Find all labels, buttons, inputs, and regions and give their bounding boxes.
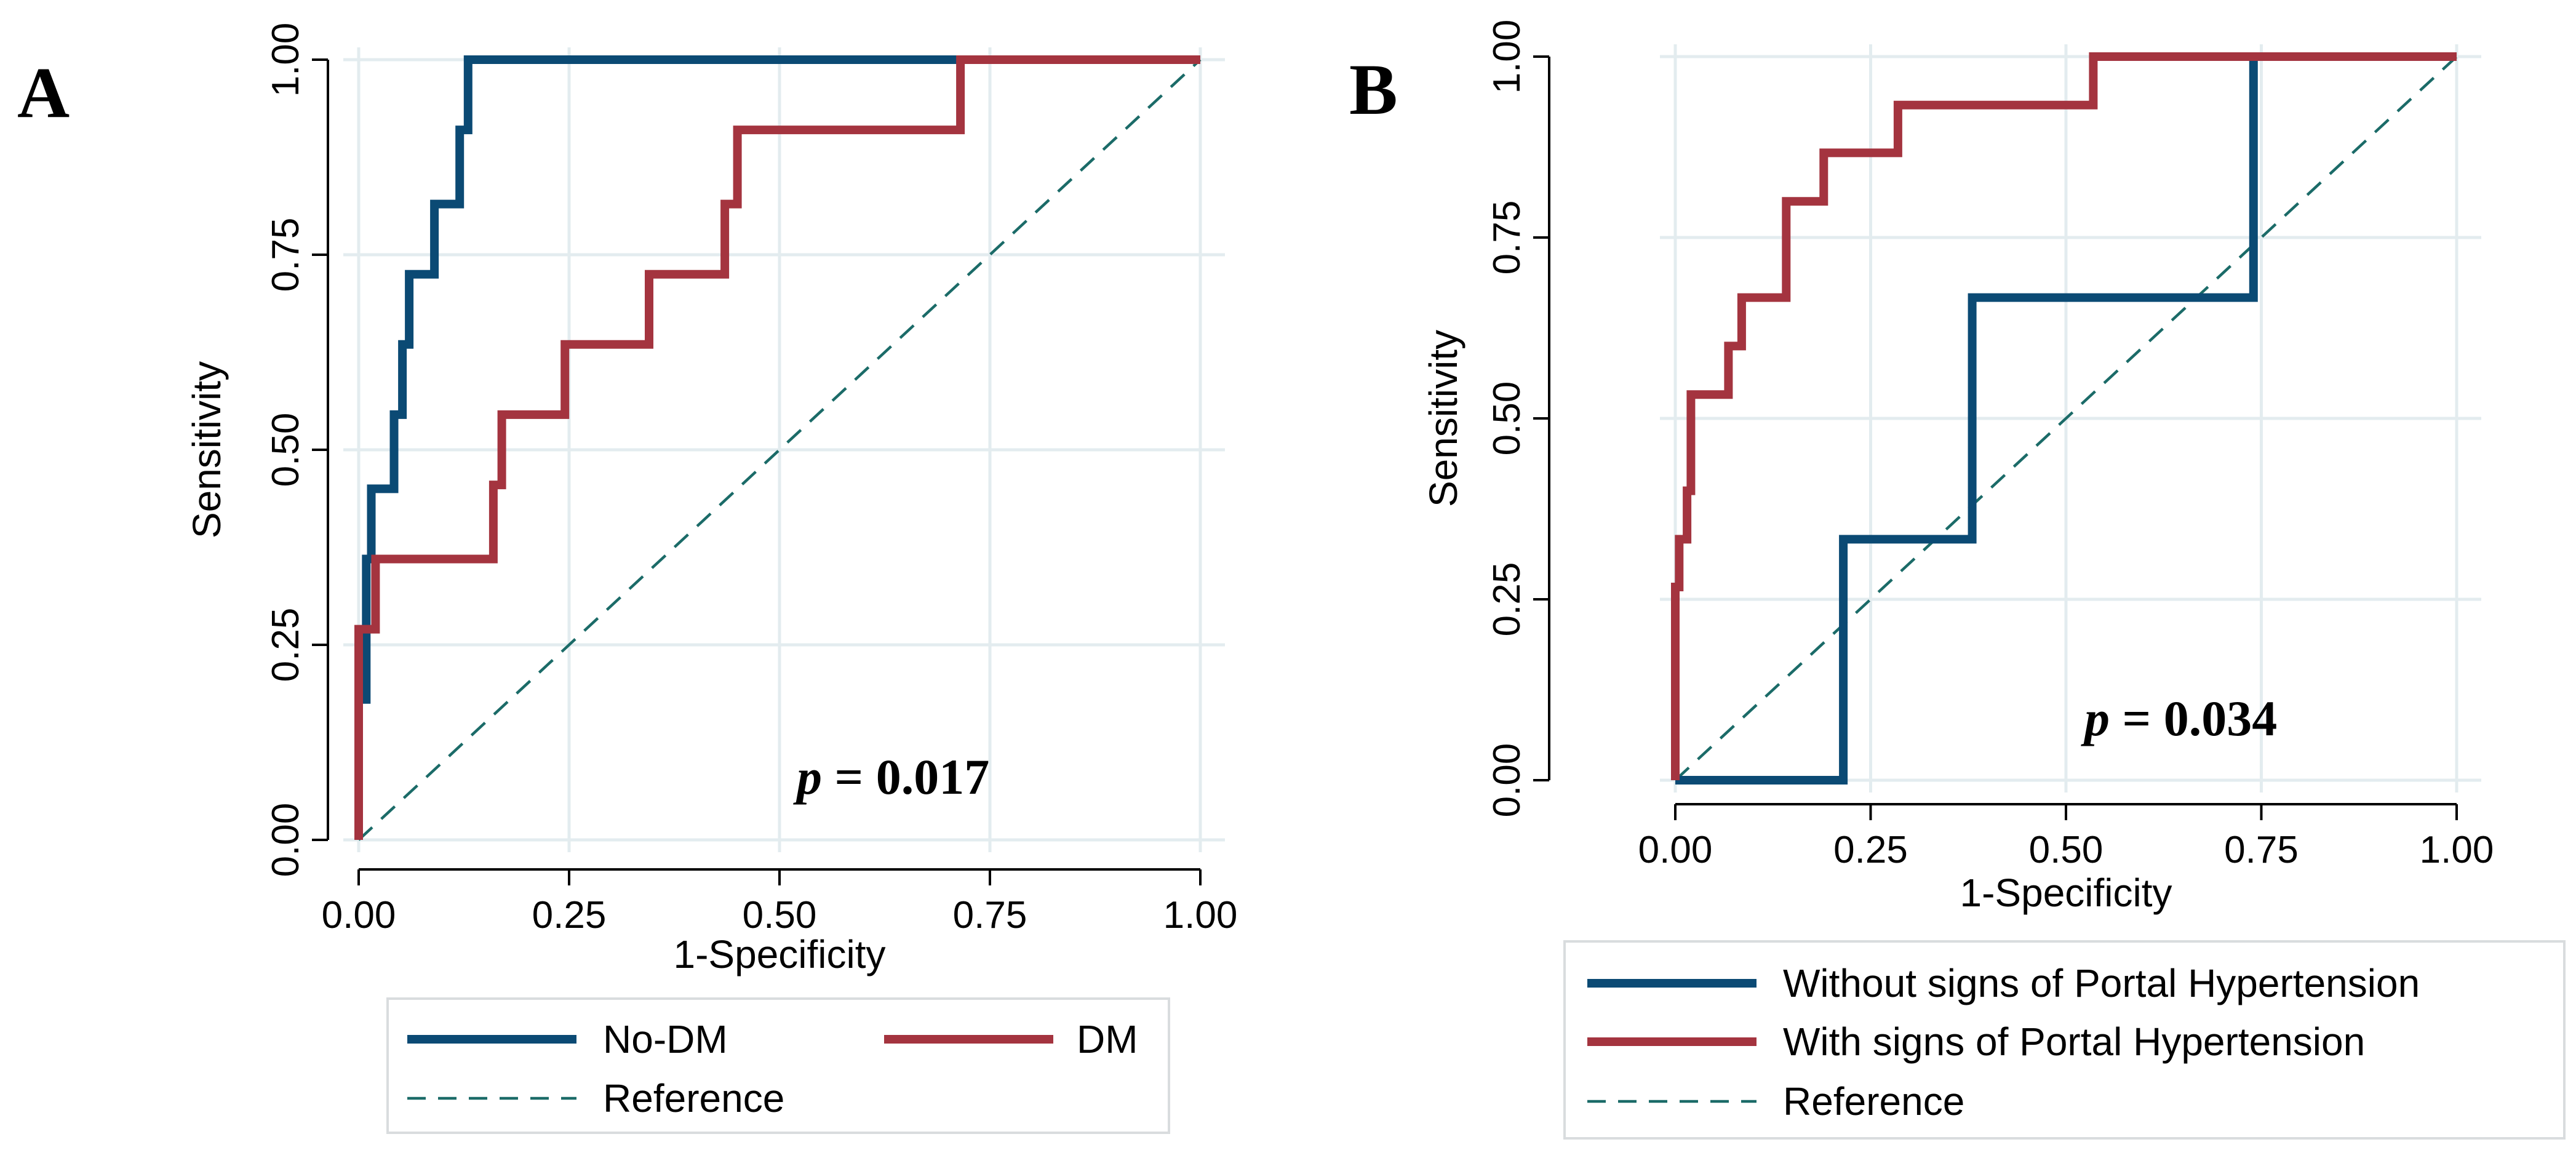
roc-curve-with-signs-of-portal-hypertension	[1671, 52, 2457, 780]
x-tick-label: 0.00	[322, 894, 396, 936]
x-tick-label: 0.75	[2224, 829, 2299, 871]
x-tick-label: 0.25	[1833, 829, 1908, 871]
legend-label: Without signs of Portal Hypertension	[1783, 961, 2420, 1005]
y-tick-label: 0.75	[265, 218, 307, 292]
panel-label: A	[17, 52, 70, 133]
y-tick-label: 0.25	[1486, 562, 1528, 637]
roc-curve-without-signs-of-portal-hypertension	[1675, 52, 2457, 785]
p-value-text: = 0.017	[822, 749, 989, 805]
roc-chart-panel-a: 0.00 0.25 0.50 0.75 1.00 0.00 0.25 0.50 0.75 1.00…	[17, 23, 1238, 1134]
roc-curve-no-dm	[354, 55, 1200, 840]
x-tick-label: 0.50	[2029, 829, 2103, 871]
legend-box	[386, 997, 1170, 1134]
reference-line	[1674, 55, 2458, 781]
legend-label: Reference	[1783, 1079, 1964, 1124]
y-axis-title: Sensitivity	[185, 361, 229, 538]
roc-curve-dm	[354, 55, 1200, 840]
p-value-text: = 0.034	[2110, 690, 2277, 746]
legend-label: No-DM	[603, 1017, 728, 1061]
y-tick-label: 0.50	[1486, 381, 1528, 456]
panel-label: B	[1349, 49, 1398, 130]
x-tick-label: 0.75	[953, 894, 1027, 936]
roc-chart-panel-b: 0.00 0.25 0.50 0.75 1.00 0.00 0.25 0.50 0.75 1.00…	[1349, 20, 2566, 1140]
y-tick-label: 0.00	[265, 803, 307, 877]
y-tick-label: 0.25	[265, 608, 307, 682]
p-value-annotation: p = 0.017	[793, 749, 989, 805]
x-axis-title: 1-Specificity	[674, 932, 886, 976]
y-tick-label: 1.00	[265, 23, 307, 97]
x-tick-label: 0.25	[532, 894, 607, 936]
reference-line	[357, 58, 1202, 841]
y-tick-label: 0.75	[1486, 201, 1528, 275]
p-value-symbol: p	[793, 749, 822, 805]
y-tick-label: 1.00	[1486, 20, 1528, 94]
p-value-annotation: p = 0.034	[2081, 690, 2277, 746]
x-tick-label: 1.00	[2420, 829, 2494, 871]
y-tick-label: 0.00	[1486, 743, 1528, 818]
y-axis-title: Sensitivity	[1421, 330, 1465, 507]
x-tick-label: 0.50	[743, 894, 817, 936]
y-tick-label: 0.50	[265, 413, 307, 487]
legend-label: With signs of Portal Hypertension	[1783, 1020, 2365, 1064]
x-axis-title: 1-Specificity	[1960, 871, 2172, 915]
legend-label: Reference	[603, 1076, 784, 1120]
x-tick-label: 1.00	[1163, 894, 1238, 936]
x-tick-label: 0.00	[1638, 829, 1713, 871]
p-value-symbol: p	[2081, 690, 2110, 746]
legend-label: DM	[1077, 1017, 1138, 1061]
